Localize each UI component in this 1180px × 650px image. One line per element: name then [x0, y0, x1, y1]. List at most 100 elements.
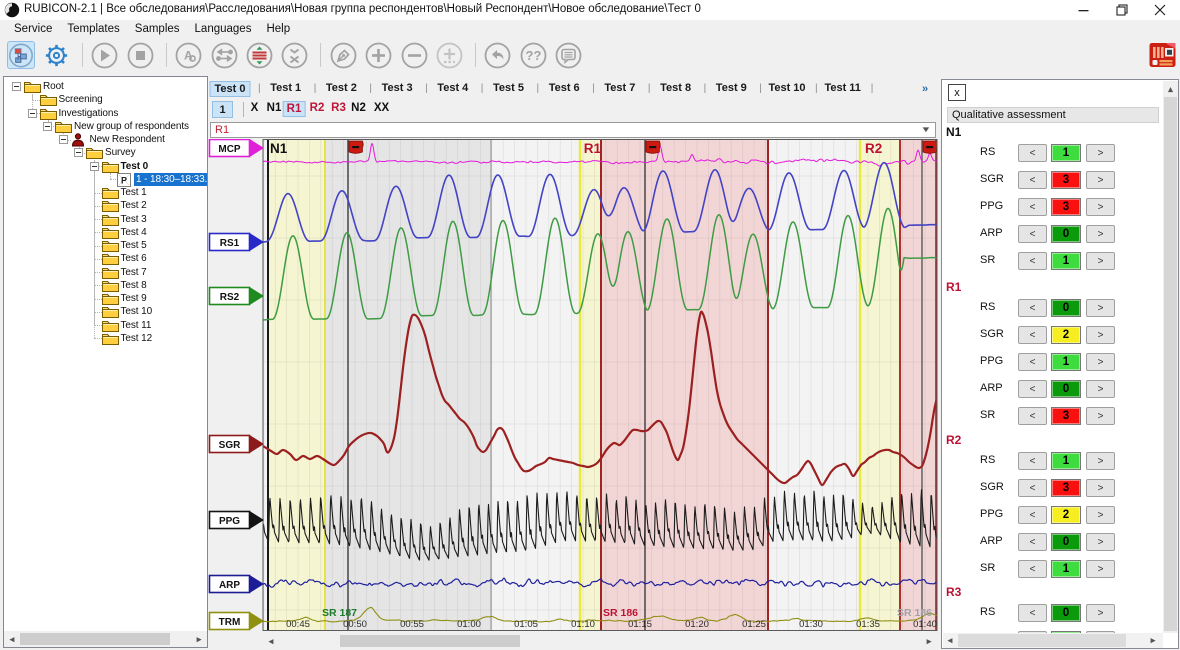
mark-n1[interactable]: N1 [266, 102, 282, 114]
decrement-n1-arp[interactable]: < [1018, 225, 1047, 243]
increment-n1-sr[interactable]: > [1086, 252, 1115, 270]
mark-r3[interactable]: R3 [331, 102, 346, 114]
assessment-scroll-right-arrow[interactable]: ▸ [1150, 635, 1156, 645]
page-number-box[interactable]: 1 [212, 101, 233, 118]
polygraph-chart[interactable]: N1 R1 R2 SR 187 SR 186 SR 186 00:45 00:50 00:55 0… [208, 138, 938, 631]
tree-item-label[interactable]: 1 - 18:30–18:33.20 [134, 172, 207, 186]
increment-r2-ppg[interactable]: > [1086, 506, 1115, 524]
increment-r2-arp[interactable]: > [1086, 533, 1115, 551]
menu-languages[interactable]: Languages [194, 23, 252, 35]
decrement-r1-sr[interactable]: < [1018, 407, 1047, 425]
tree-item-test-1[interactable]: Test 1 [4, 186, 207, 200]
assessment-scroll-up-arrow[interactable]: ▴ [1168, 83, 1173, 94]
tree-item-label[interactable]: Test 8 [120, 279, 147, 291]
tabs-overflow-button[interactable]: » [922, 83, 929, 95]
increment-r1-ppg[interactable]: > [1086, 353, 1115, 371]
session-tree-button[interactable] [7, 41, 35, 69]
increment-r2-rs[interactable]: > [1086, 452, 1115, 470]
increment-r2-sgr[interactable]: > [1086, 479, 1115, 497]
tree-item-label[interactable]: Test 5 [120, 240, 147, 252]
restore-button[interactable] [1107, 0, 1137, 20]
decrement-n1-rs[interactable]: < [1018, 144, 1047, 162]
tree-item-label[interactable]: Investigations [58, 107, 119, 119]
tree-item-label[interactable]: Test 9 [120, 293, 147, 305]
tab-test-0[interactable]: Test 0 [209, 81, 251, 97]
tree-scroll-thumb[interactable] [20, 633, 170, 645]
tree-item-test-0[interactable]: Test 0 [4, 160, 207, 173]
increment-r3-rs[interactable]: > [1086, 604, 1115, 622]
tree-item-test-3[interactable]: Test 3 [4, 213, 207, 226]
tree-expander-minus[interactable] [12, 82, 21, 92]
tree-item-test-8[interactable]: Test 8 [4, 279, 207, 292]
assessment-hscroll-thumb[interactable] [958, 634, 1126, 647]
tree-item-label[interactable]: Test 6 [120, 253, 147, 265]
tab-test-8[interactable]: Test 8 [660, 82, 692, 94]
undo-button[interactable] [484, 41, 512, 69]
increment-n1-sgr[interactable]: > [1086, 171, 1115, 189]
chart-scroll-right-arrow[interactable]: ▸ [926, 635, 932, 646]
channel-tag-trm[interactable]: TRM [208, 611, 264, 631]
mark-n2[interactable]: N2 [351, 102, 366, 114]
tab-test-11[interactable]: Test 11 [824, 82, 861, 94]
discard-x-button[interactable] [281, 41, 309, 69]
tree-item-label[interactable]: Survey [105, 147, 136, 159]
chart-horizontal-scrollbar[interactable]: ◂ ▸ [263, 633, 937, 648]
tree-expander-minus[interactable] [43, 121, 52, 131]
decrement-r2-sr[interactable]: < [1018, 560, 1047, 578]
tree-item-test-12[interactable]: Test 12 [4, 332, 207, 345]
mark-r1[interactable]: R1 [282, 101, 306, 117]
tree-item-test-11[interactable]: Test 11 [4, 319, 207, 332]
menu-service[interactable]: Service [14, 23, 53, 35]
tree-item-label[interactable]: Test 11 [120, 319, 152, 331]
auto-center-button[interactable] [245, 41, 273, 69]
channel-tag-ppg[interactable]: PPG [208, 510, 264, 530]
tab-test-3[interactable]: Test 3 [381, 82, 413, 94]
tree-expander-minus[interactable] [74, 148, 83, 158]
signal-routing-button[interactable] [210, 41, 238, 69]
decrement-r2-arp[interactable]: < [1018, 533, 1047, 551]
tree-item-screening[interactable]: Screening [4, 93, 207, 107]
tree-item-test-9[interactable]: Test 9 [4, 292, 207, 306]
tree-scroll-left-arrow[interactable]: ◂ [9, 633, 15, 644]
tree-item-label[interactable]: New Respondent [89, 134, 165, 146]
tab-test-5[interactable]: Test 5 [493, 82, 524, 94]
tree-item-new-group-of-respondents[interactable]: New group of respondents [4, 120, 207, 133]
mark-x[interactable]: X [250, 102, 259, 114]
decrement-n1-ppg[interactable]: < [1018, 198, 1047, 216]
help-button[interactable]: ?? [519, 41, 547, 69]
increment-n1-rs[interactable]: > [1086, 144, 1115, 162]
tree-item-label[interactable]: Test 0 [120, 160, 149, 172]
settings-gear-button[interactable] [42, 41, 70, 69]
decrement-n1-sr[interactable]: < [1018, 252, 1047, 270]
tree-expander-minus[interactable] [58, 135, 68, 145]
decrement-n1-sgr[interactable]: < [1018, 171, 1047, 189]
chevron-down-icon[interactable]: ▼ [920, 125, 932, 134]
tree-horizontal-scrollbar[interactable]: ◂ ▸ [4, 631, 207, 647]
channel-tag-arp[interactable]: ARP [208, 574, 264, 594]
increment-r2-sr[interactable]: > [1086, 560, 1115, 578]
play-button[interactable] [91, 41, 119, 69]
channel-tag-mcp[interactable]: MCP [208, 138, 264, 158]
mark-xx[interactable]: XX [373, 102, 390, 114]
tab-test-2[interactable]: Test 2 [325, 82, 357, 94]
font-marker-button[interactable]: A [175, 41, 203, 69]
tree-item-label[interactable]: Test 4 [120, 226, 147, 238]
increment-r1-rs[interactable]: > [1086, 299, 1115, 317]
decrement-r2-sgr[interactable]: < [1018, 479, 1047, 497]
increment-n1-ppg[interactable]: > [1086, 198, 1115, 216]
tree-item-test-6[interactable]: Test 6 [4, 252, 207, 266]
comments-button[interactable] [555, 41, 583, 69]
tree-item-root[interactable]: Root [4, 80, 207, 94]
tree-expander-minus[interactable] [89, 161, 99, 171]
chart-scroll-thumb[interactable] [340, 635, 520, 647]
zoom-out-button[interactable] [400, 41, 428, 69]
tab-test-7[interactable]: Test 7 [604, 82, 636, 94]
decrement-r1-sgr[interactable]: < [1018, 326, 1047, 344]
tree-scroll-right-arrow[interactable]: ▸ [196, 633, 202, 644]
tree-item-survey[interactable]: Survey [4, 146, 207, 160]
pen-tool-button[interactable] [329, 41, 357, 69]
decrement-r3-rs[interactable]: < [1018, 604, 1047, 622]
tab-test-9[interactable]: Test 9 [715, 82, 747, 94]
channel-tag-rs2[interactable]: RS2 [208, 286, 264, 306]
increment-r1-sgr[interactable]: > [1086, 326, 1115, 344]
